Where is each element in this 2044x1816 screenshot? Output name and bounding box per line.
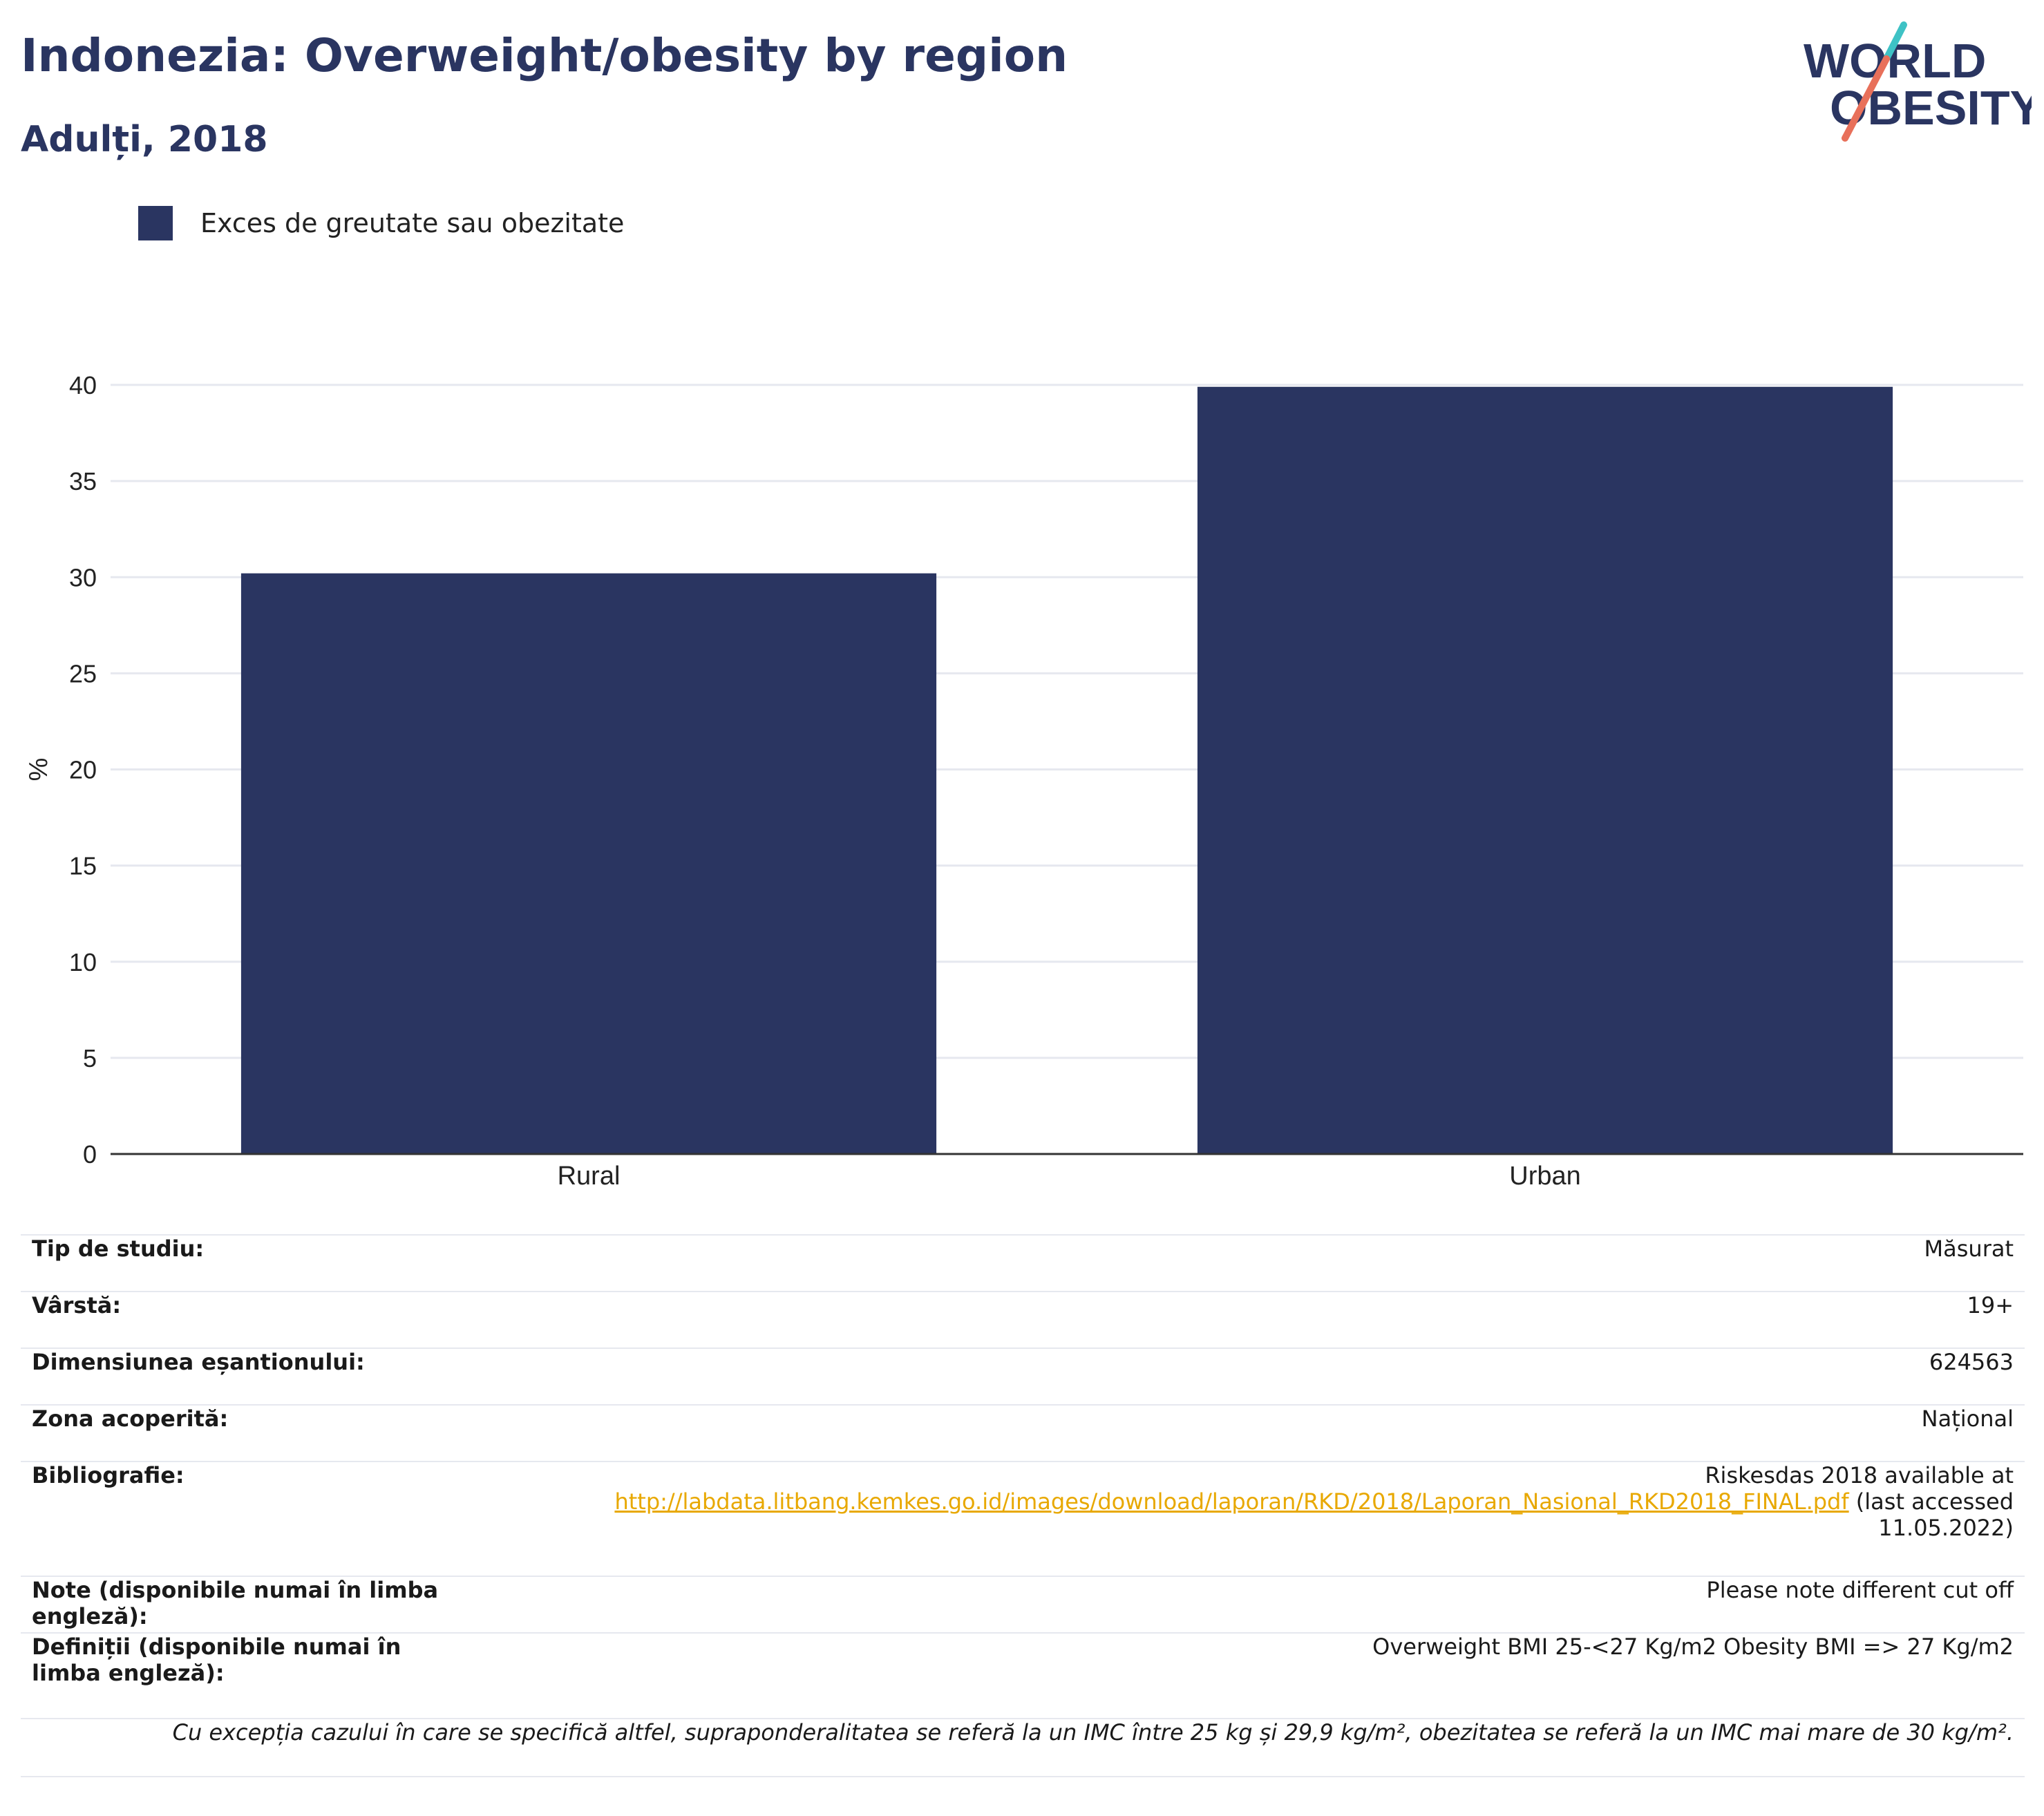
meta-label: Dimensiunea eșantionului:: [21, 1347, 463, 1405]
meta-row-footnote: Cu excepția cazului în care se specifică…: [21, 1718, 2025, 1777]
y-tick-label: 40: [69, 371, 97, 399]
meta-value: Please note different cut off: [463, 1576, 2025, 1633]
meta-label: Note (disponibile numai în limba engleză…: [21, 1576, 463, 1633]
bibliography-suffix: (last accessed: [1855, 1488, 2014, 1515]
bar-chart: 0 5 10 15 20 25 30 35 40% Rural Urban: [24, 371, 2023, 1191]
bibliography-suffix-date: 11.05.2022): [1878, 1515, 2014, 1541]
x-tick-label: Urban: [1509, 1162, 1581, 1191]
bibliography-prefix: Riskesdas 2018 available at: [1705, 1462, 2014, 1488]
bar-urban: [1197, 386, 1893, 1154]
world-obesity-logo: WORLD OBESITY: [1804, 21, 2032, 142]
bibliography-link[interactable]: http://labdata.litbang.kemkes.go.id/imag…: [614, 1488, 1849, 1515]
meta-label: Vârstă:: [21, 1291, 463, 1348]
legend[interactable]: Exces de greutate sau obezitate: [138, 204, 624, 243]
meta-value: Național: [463, 1404, 2025, 1462]
logo-slash-coral: [1842, 55, 1890, 142]
y-tick-label: 35: [69, 467, 97, 495]
y-tick-label: 0: [83, 1140, 97, 1169]
meta-row-coverage: Zona acoperită: Național: [21, 1404, 2025, 1462]
meta-label: Tip de studiu:: [21, 1234, 463, 1292]
bar-rural: [240, 573, 937, 1154]
y-tick-label: 20: [69, 756, 97, 784]
footnote: Cu excepția cazului în care se specifică…: [21, 1718, 2025, 1777]
y-tick-label: 5: [83, 1044, 97, 1072]
meta-value: 19+: [463, 1291, 2025, 1348]
meta-row-sample-size: Dimensiunea eșantionului: 624563: [21, 1347, 2025, 1405]
chart-subtitle: Adulți, 2018: [21, 119, 268, 160]
y-tick-label: 10: [69, 948, 97, 976]
x-tick-label: Rural: [558, 1162, 621, 1191]
chart-title: Indonezia: Overweight/obesity by region: [21, 29, 1068, 82]
y-tick-label: 30: [69, 563, 97, 592]
meta-value: 624563: [463, 1347, 2025, 1405]
logo-slash-teal: [1883, 21, 1907, 62]
meta-value: Overweight BMI 25-<27 Kg/m2 Obesity BMI …: [463, 1632, 2025, 1719]
meta-row-study-type: Tip de studiu: Măsurat: [21, 1234, 2025, 1292]
y-tick-label: 15: [69, 852, 97, 880]
y-tick-label: 25: [69, 659, 97, 688]
meta-label: Definiții (disponibile numai în limba en…: [21, 1632, 463, 1719]
meta-value: Riskesdas 2018 available at http://labda…: [463, 1461, 2025, 1576]
meta-row-definitions: Definiții (disponibile numai în limba en…: [21, 1632, 2025, 1719]
meta-label: Zona acoperită:: [21, 1404, 463, 1462]
legend-swatch: [138, 206, 173, 240]
meta-row-age: Vârstă: 19+: [21, 1291, 2025, 1348]
meta-value: Măsurat: [463, 1234, 2025, 1292]
metadata-table: Tip de studiu: Măsurat Vârstă: 19+ Dimen…: [21, 1234, 2025, 1777]
meta-row-bibliography: Bibliografie: Riskesdas 2018 available a…: [21, 1461, 2025, 1576]
y-axis-title: %: [24, 758, 53, 782]
meta-label: Bibliografie:: [21, 1461, 463, 1576]
meta-row-notes: Note (disponibile numai în limba engleză…: [21, 1576, 2025, 1633]
legend-label: Exces de greutate sau obezitate: [200, 208, 625, 238]
